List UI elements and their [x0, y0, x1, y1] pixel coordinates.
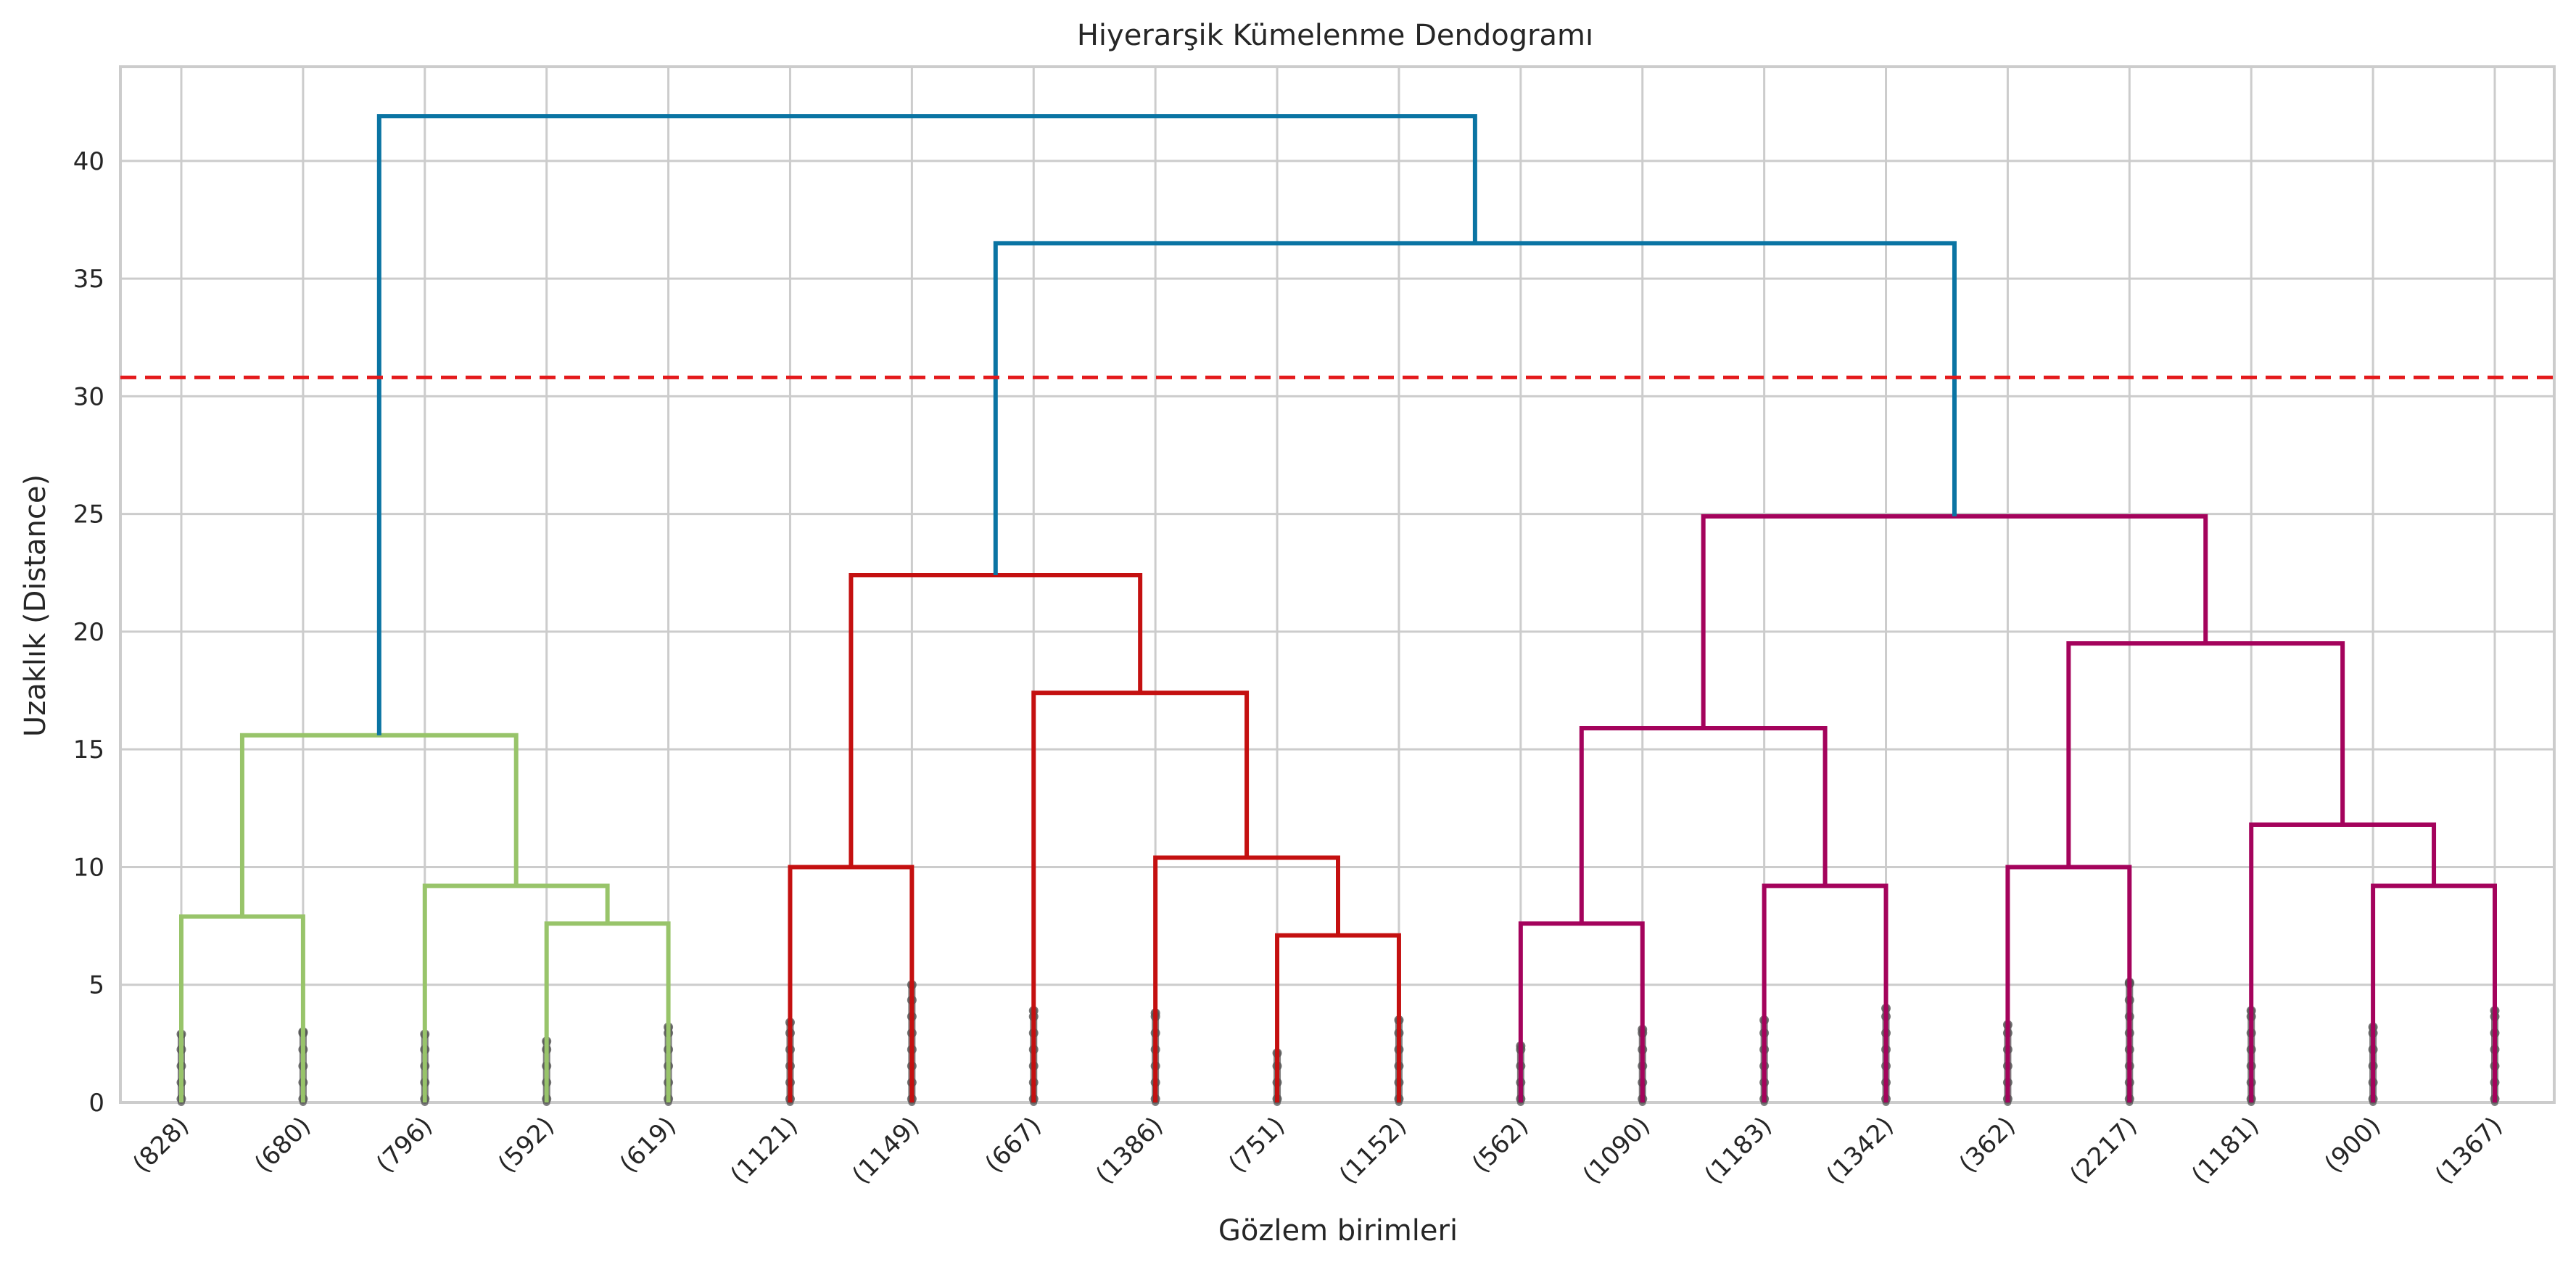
x-tick-label: (796)	[371, 1111, 438, 1179]
x-tick-label: (828)	[127, 1111, 194, 1179]
dendrogram-link	[422, 883, 610, 1102]
dendrogram-link	[1579, 725, 1828, 924]
x-tick-label: (1386)	[1090, 1111, 1168, 1189]
dendrogram-link	[1518, 921, 1645, 1102]
plot-frame	[119, 65, 2556, 1104]
x-tick-label: (592)	[492, 1111, 560, 1179]
y-tick-labels: 0 5 10 15 20 25 30 35 40	[73, 147, 104, 1118]
dendrogram-link	[239, 733, 519, 917]
y-tick-label: 25	[73, 500, 104, 529]
x-tick-label: (751)	[1223, 1111, 1290, 1179]
chart-title: Hiyerarşik Kümelenme Dendogramı	[1077, 19, 1593, 52]
y-tick-label: 30	[73, 382, 104, 411]
y-tick-label: 15	[73, 735, 104, 764]
dendrogram-link	[1153, 855, 1340, 1102]
dendrogram-link	[1275, 933, 1401, 1102]
x-tick-label: (619)	[614, 1111, 682, 1179]
y-tick-label: 0	[88, 1089, 104, 1118]
y-tick-label: 10	[73, 853, 104, 882]
dendrogram-link	[1701, 514, 2208, 728]
dendrogram-link	[1031, 690, 1250, 1102]
x-tick-label: (2217)	[2064, 1111, 2142, 1189]
x-tick-label: (1367)	[2430, 1111, 2508, 1189]
dendrogram-link	[1762, 883, 1888, 1102]
x-tick-label: (680)	[249, 1111, 316, 1179]
dendrogram-link	[2371, 883, 2497, 1102]
x-tick-label: (900)	[2319, 1111, 2387, 1179]
dendrogram-link	[849, 573, 1143, 867]
x-tick-label: (362)	[1954, 1111, 2021, 1179]
x-tick-label: (1121)	[725, 1111, 804, 1189]
grid-lines	[120, 67, 2554, 1104]
x-tick-label: (1181)	[2186, 1111, 2264, 1189]
y-tick-label: 5	[88, 971, 104, 1000]
x-tick-label: (1090)	[1577, 1111, 1656, 1189]
x-tick-label: (562)	[1466, 1111, 1534, 1179]
dendrogram-link	[544, 921, 671, 1102]
x-tick-label: (1183)	[1699, 1111, 1778, 1189]
x-tick-label: (1149)	[847, 1111, 925, 1189]
y-tick-label: 35	[73, 265, 104, 294]
x-tick-labels: (828) (680) (796) (592) (619) (1121) (1149) (66…	[127, 1111, 2508, 1189]
y-axis-label: Uzaklık (Distance)	[19, 474, 52, 737]
leaf-dots	[176, 977, 2500, 1106]
dendrogram-link	[2066, 641, 2345, 867]
dendrogram-link	[376, 114, 1477, 735]
dendrogram-link	[179, 914, 305, 1102]
x-axis-label: Gözlem birimleri	[1218, 1214, 1458, 1248]
y-tick-label: 40	[73, 147, 104, 176]
dendrogram-links	[179, 114, 2497, 1102]
x-tick-label: (1342)	[1821, 1111, 1899, 1189]
dendrogram-link	[993, 241, 1957, 576]
x-tick-label: (667)	[980, 1111, 1047, 1179]
y-tick-label: 20	[73, 618, 104, 647]
dendrogram-link	[2249, 822, 2437, 1102]
x-tick-label: (1152)	[1334, 1111, 1412, 1189]
